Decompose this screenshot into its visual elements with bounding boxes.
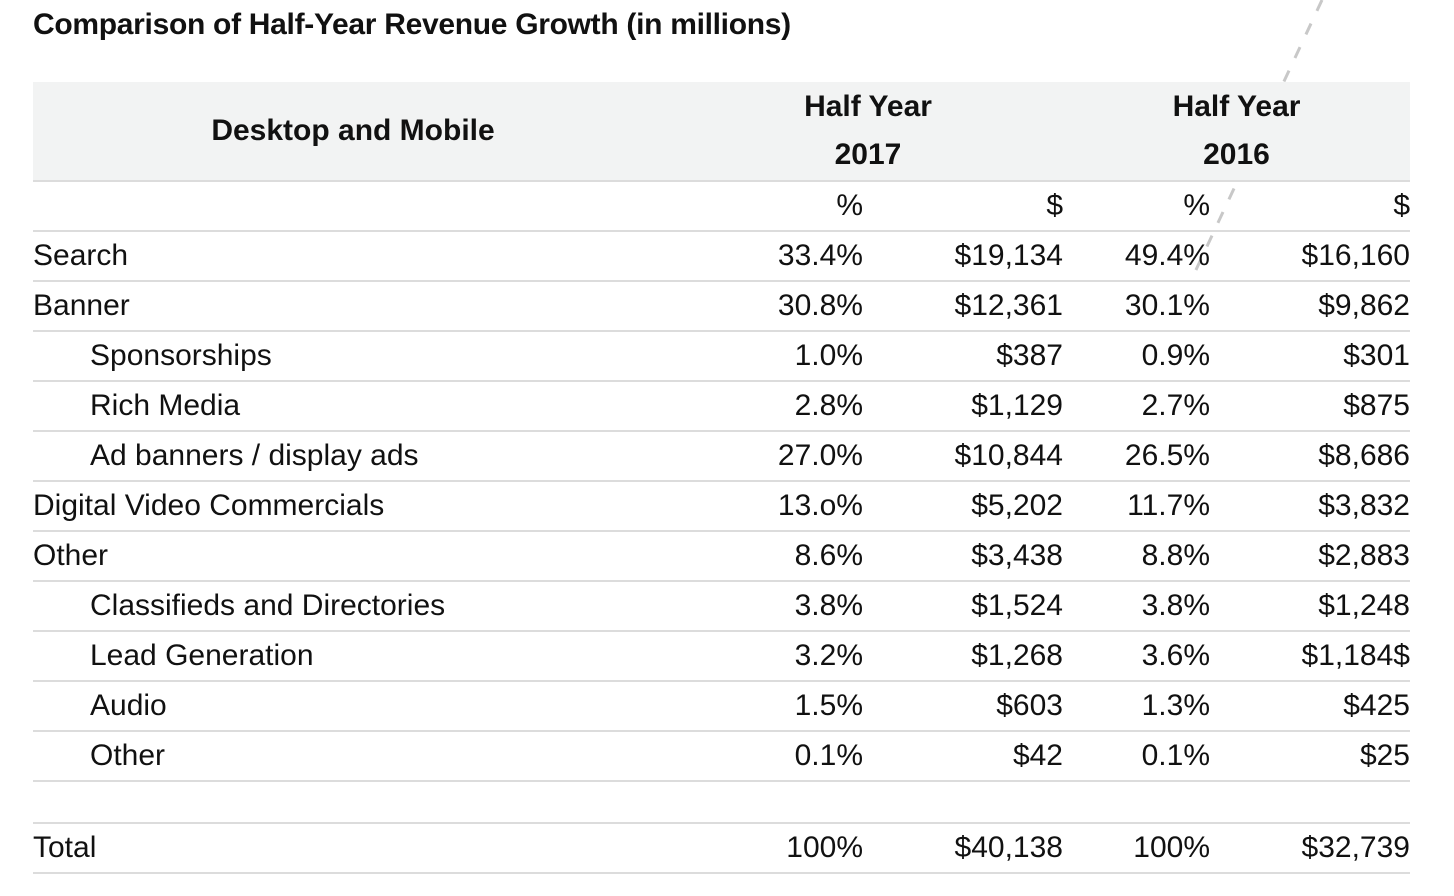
subheader-row: % $ % $ [33,181,1410,232]
cell-usd-2017: $42 [863,731,1063,782]
total-pct-2016: 100% [1063,823,1210,874]
row-label: Banner [33,281,673,332]
subheader-pct-2017: % [673,181,863,232]
total-label: Total [33,823,673,874]
cell-usd-2016: $9,862 [1210,281,1410,332]
cell-pct-2017: 1.5% [673,681,863,732]
row-label-header: Desktop and Mobile [33,82,673,182]
revenue-table: Desktop and Mobile Half Year 2017 Half Y… [33,82,1410,874]
row-label: Lead Generation [33,631,673,682]
row-label: Search [33,231,673,282]
spacer-cell [33,781,673,824]
subheader-blank [33,181,673,232]
cell-usd-2016: $8,686 [1210,431,1410,482]
cell-usd-2017: $12,361 [863,281,1063,332]
row-label: Ad banners / display ads [33,431,673,482]
cell-usd-2017: $5,202 [863,481,1063,532]
cell-usd-2016: $1,248 [1210,581,1410,632]
subheader-usd-2017: $ [863,181,1063,232]
header-row: Desktop and Mobile Half Year 2017 Half Y… [33,82,1410,182]
subheader-usd-2016: $ [1210,181,1410,232]
subheader-pct-2016: % [1063,181,1210,232]
spacer-row [33,781,1410,824]
cell-usd-2016: $1,184$ [1210,631,1410,682]
group-header-line1: Half Year [1172,90,1301,123]
row-label: Rich Media [33,381,673,432]
cell-pct-2016: 49.4% [1063,231,1210,282]
cell-pct-2016: 8.8% [1063,531,1210,582]
cell-pct-2017: 33.4% [673,231,863,282]
cell-pct-2016: 0.1% [1063,731,1210,782]
cell-usd-2017: $10,844 [863,431,1063,482]
cell-usd-2016: $875 [1210,381,1410,432]
cell-pct-2016: 3.8% [1063,581,1210,632]
group-header-line2: 2016 [1203,138,1270,171]
table-row: Classifieds and Directories 3.8% $1,524 3.8… [33,581,1410,632]
cell-usd-2017: $1,524 [863,581,1063,632]
row-label: Sponsorships [33,331,673,382]
total-row: Total 100% $40,138 100% $32,739 [33,823,1410,874]
cell-pct-2017: 1.0% [673,331,863,382]
cell-usd-2016: $3,832 [1210,481,1410,532]
cell-pct-2016: 2.7% [1063,381,1210,432]
spacer-cell [673,781,863,824]
group-header-2016: Half Year 2016 [1063,82,1410,182]
cell-usd-2016: $2,883 [1210,531,1410,582]
table-row: Ad banners / display ads 27.0% $10,844 26.5… [33,431,1410,482]
cell-usd-2016: $16,160 [1210,231,1410,282]
group-header-line1: Half Year [804,90,932,123]
cell-pct-2017: 13.o% [673,481,863,532]
cell-pct-2017: 3.8% [673,581,863,632]
cell-usd-2017: $3,438 [863,531,1063,582]
row-label: Other [33,731,673,782]
row-label: Audio [33,681,673,732]
group-header-line2: 2017 [834,138,902,171]
row-label: Other [33,531,673,582]
table-row: Rich Media 2.8% $1,129 2.7% $875 [33,381,1410,432]
cell-pct-2016: 30.1% [1063,281,1210,332]
total-pct-2017: 100% [673,823,863,874]
row-label: Classifieds and Directories [33,581,673,632]
table-row: Other 0.1% $42 0.1% $25 [33,731,1410,782]
cell-pct-2016: 26.5% [1063,431,1210,482]
table-row: Banner 30.8% $12,361 30.1% $9,862 [33,281,1410,332]
group-header-2017: Half Year 2017 [673,82,1063,182]
cell-usd-2016: $425 [1210,681,1410,732]
cell-pct-2016: 3.6% [1063,631,1210,682]
cell-pct-2017: 27.0% [673,431,863,482]
cell-pct-2017: 3.2% [673,631,863,682]
cell-pct-2017: 2.8% [673,381,863,432]
table-row: Search 33.4% $19,134 49.4% $16,160 [33,231,1410,282]
cell-usd-2016: $25 [1210,731,1410,782]
cell-pct-2016: 11.7% [1063,481,1210,532]
cell-pct-2017: 0.1% [673,731,863,782]
cell-pct-2017: 8.6% [673,531,863,582]
cell-pct-2016: 1.3% [1063,681,1210,732]
cell-usd-2017: $603 [863,681,1063,732]
table-row: Audio 1.5% $603 1.3% $425 [33,681,1410,732]
cell-usd-2016: $301 [1210,331,1410,382]
total-usd-2017: $40,138 [863,823,1063,874]
cell-usd-2017: $387 [863,331,1063,382]
spacer-cell [1210,781,1410,824]
row-label: Digital Video Commercials [33,481,673,532]
cell-pct-2016: 0.9% [1063,331,1210,382]
cell-usd-2017: $1,129 [863,381,1063,432]
table-row: Sponsorships 1.0% $387 0.9% $301 [33,331,1410,382]
spacer-cell [1063,781,1210,824]
spacer-cell [863,781,1063,824]
chart-title: Comparison of Half-Year Revenue Growth (… [33,8,791,41]
cell-usd-2017: $1,268 [863,631,1063,682]
total-usd-2016: $32,739 [1210,823,1410,874]
table-row: Digital Video Commercials 13.o% $5,202 11.7… [33,481,1410,532]
table-row: Lead Generation 3.2% $1,268 3.6% $1,184$ [33,631,1410,682]
table-row: Other 8.6% $3,438 8.8% $2,883 [33,531,1410,582]
cell-usd-2017: $19,134 [863,231,1063,282]
cell-pct-2017: 30.8% [673,281,863,332]
